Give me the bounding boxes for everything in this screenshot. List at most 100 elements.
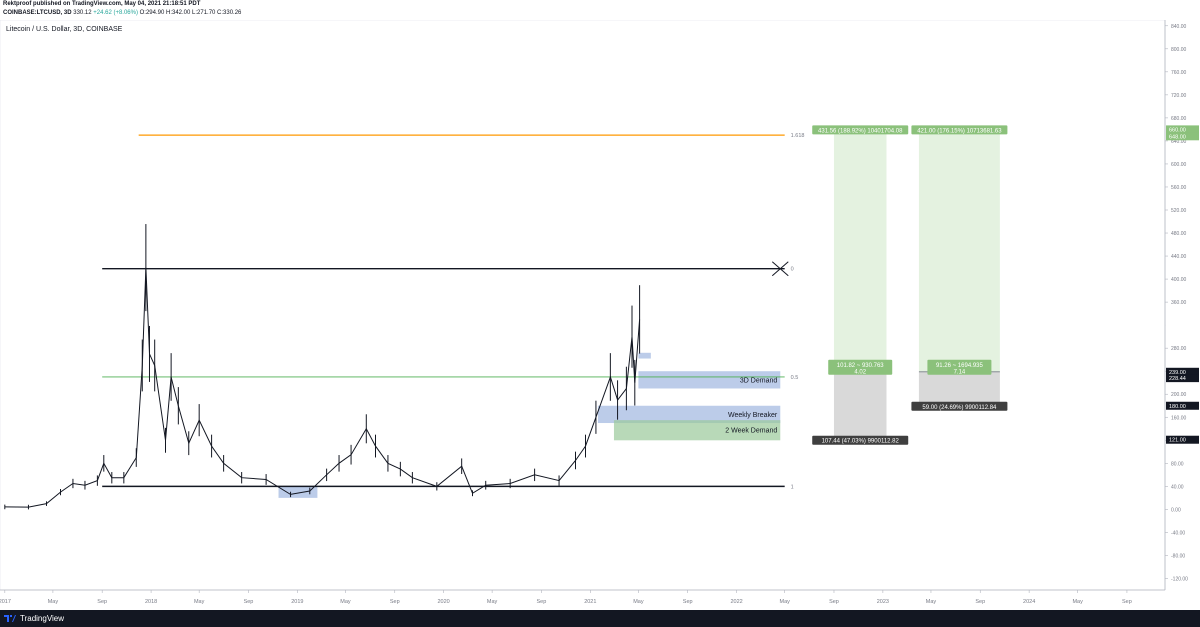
long-position-stop-zone[interactable] (833, 371, 887, 440)
position-stop-label: 107.44 (47.03%) 9900112.82 (822, 439, 900, 445)
position-risk-reward: 4.02 (854, 369, 866, 375)
long-position-profit-zone[interactable] (833, 129, 887, 372)
position-ratio-label-bg (927, 359, 992, 375)
y-tick-label: 400.00 (1171, 277, 1187, 283)
y-tick-label: -80.00 (1171, 553, 1185, 559)
position-stop-label-bg (911, 401, 1008, 411)
price-tag-bg (1166, 435, 1199, 444)
x-tick-label: 2017 (0, 599, 11, 605)
price-tag-label: 660.00 (1169, 127, 1186, 133)
x-tick-label: 2022 (730, 599, 742, 605)
position-ratio-label: 91.26 ~ 1694.935 (936, 363, 984, 369)
price-tag-label: 180.00 (1169, 404, 1186, 410)
ohlc-values: O:294.90 H:342.00 L:271.70 C:330.26 (139, 10, 242, 16)
y-tick-label: 640.00 (1171, 139, 1187, 145)
x-tick-label: 2018 (145, 599, 157, 605)
price-tag-label: 648.00 (1169, 134, 1186, 140)
position-target-label: 421.00 (176.15%) 10713681.63 (917, 128, 1002, 134)
fib-level-label: 0.5 (791, 375, 799, 381)
x-tick-label: Sep (390, 599, 400, 605)
position-risk-reward: 7.14 (954, 369, 966, 375)
x-tick-label: 2024 (1023, 599, 1035, 605)
chart-header: Rektproof published on TradingView.com, … (0, 0, 1200, 20)
x-tick-label: 2020 (438, 599, 450, 605)
publish-info: Rektproof published on TradingView.com, … (3, 1, 201, 7)
y-tick-label: 800.00 (1171, 47, 1187, 53)
x-tick-label: 2019 (291, 599, 303, 605)
y-tick-label: -40.00 (1171, 530, 1185, 536)
fib-level-label: 1 (791, 484, 794, 490)
y-tick-label: 440.00 (1171, 254, 1187, 260)
ticker: COINBASE:LTCUSD, 3D (3, 10, 72, 16)
x-tick-label: Sep (683, 599, 693, 605)
price-tag-bg (1166, 367, 1199, 376)
price-tag-bg (1165, 321, 1200, 331)
demand-zone-label: 2 Week Demand (725, 428, 777, 435)
x-tick-label: Sep (829, 599, 839, 605)
brand-label: TradingView (20, 614, 65, 623)
price-series-line (4, 267, 641, 508)
position-target-label: 431.56 (188.92%) 10401704.08 (818, 128, 903, 134)
price-tag-label: 1d 20h (1169, 324, 1186, 330)
y-tick-label: 560.00 (1171, 185, 1187, 191)
price-tag-label: 121.00 (1169, 438, 1186, 444)
y-tick-label: -120.00 (1171, 576, 1188, 582)
price-tag-label: 330.26 (1169, 317, 1186, 323)
y-tick-label: 80.00 (1171, 461, 1184, 467)
demand-zone-label: Weekly Breaker (728, 412, 778, 419)
y-tick-label: 360.00 (1171, 300, 1187, 306)
position-target-label-bg (911, 125, 1008, 135)
price-tag-label: 228.44 (1169, 376, 1186, 382)
x-tick-label: May (1072, 599, 1083, 605)
chart-title: Litecoin / U.S. Dollar, 3D, COINBASE (6, 26, 123, 33)
y-tick-label: 600.00 (1171, 162, 1187, 168)
x-tick-label: May (194, 599, 205, 605)
position-ratio-label-bg (828, 359, 893, 375)
y-tick-label: 720.00 (1171, 93, 1187, 99)
x-tick-label: May (48, 599, 59, 605)
x-tick-label: May (633, 599, 644, 605)
y-tick-label: 520.00 (1171, 208, 1187, 214)
y-tick-label: 840.00 (1171, 24, 1187, 30)
price-tag-bg (1166, 125, 1199, 134)
x-tick-label: May (487, 599, 498, 605)
long-position-profit-zone[interactable] (918, 129, 1000, 372)
tradingview-logo-icon (4, 615, 16, 622)
x-tick-label: Sep (1122, 599, 1132, 605)
position-target-label-bg (812, 125, 909, 135)
x-tick-label: May (779, 599, 790, 605)
demand-zone[interactable] (638, 352, 651, 359)
position-stop-label-bg (812, 435, 909, 445)
cross-mark (771, 261, 789, 277)
fib-level-label: 0 (791, 267, 794, 273)
demand-zone[interactable] (613, 420, 781, 441)
y-tick-label: 0.00 (1171, 507, 1181, 513)
position-stop-label: 59.00 (24.69%) 9900112.84 (922, 405, 997, 411)
x-tick-label: Sep (244, 599, 254, 605)
y-tick-label: 40.00 (1171, 484, 1184, 490)
y-tick-label: 760.00 (1171, 70, 1187, 76)
x-tick-label: Sep (537, 599, 547, 605)
footer-bar: TradingView (0, 610, 1200, 627)
x-tick-label: 2023 (877, 599, 889, 605)
ticker-line: COINBASE:LTCUSD, 3D 330.12 +24.62 (+8.06… (3, 10, 241, 16)
price-change: +24.62 (+8.06%) (93, 10, 138, 16)
x-tick-label: Sep (975, 599, 985, 605)
demand-zone[interactable] (278, 486, 318, 498)
demand-zone[interactable] (597, 405, 781, 424)
demand-zone-label: 3D Demand (740, 377, 777, 384)
price-tag-bg (1166, 374, 1199, 383)
y-tick-label: 160.00 (1171, 415, 1187, 421)
y-tick-label: 280.00 (1171, 346, 1187, 352)
y-tick-label: 680.00 (1171, 116, 1187, 122)
x-tick-label: 2021 (584, 599, 596, 605)
x-tick-label: Sep (97, 599, 107, 605)
x-tick-label: May (926, 599, 937, 605)
price-tag-bg (1166, 132, 1199, 141)
last-price: 330.12 (73, 10, 92, 16)
price-chart[interactable]: Litecoin / U.S. Dollar, 3D, COINBASE -120… (0, 20, 1200, 610)
fib-level-label: 1.618 (791, 133, 805, 139)
demand-zone[interactable] (638, 371, 781, 389)
position-ratio-label: 101.82 ~ 930.763 (837, 363, 885, 369)
long-position-stop-zone[interactable] (918, 371, 1000, 406)
